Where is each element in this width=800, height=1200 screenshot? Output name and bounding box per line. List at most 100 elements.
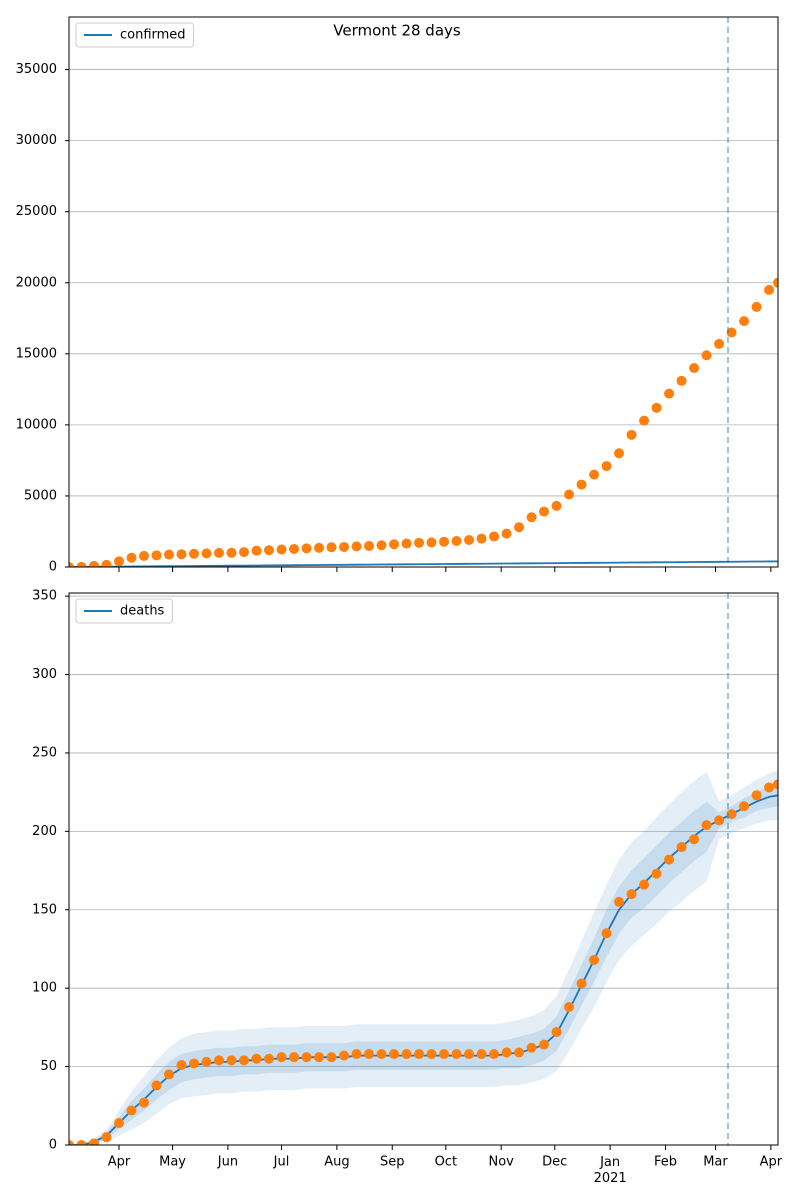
observed-point — [464, 1049, 475, 1060]
observed-point — [601, 928, 612, 939]
observed-point — [89, 1138, 100, 1145]
y-tick-label: 10000 — [16, 417, 57, 432]
observed-point — [589, 469, 600, 480]
legend-box — [75, 598, 173, 624]
observed-point — [764, 284, 775, 295]
observed-point — [126, 552, 137, 563]
observed-point — [176, 1060, 187, 1071]
observed-point — [376, 540, 387, 551]
observed-point — [439, 536, 450, 547]
y-tick-label: 5000 — [24, 488, 57, 503]
observed-point — [76, 1140, 87, 1145]
observed-point — [739, 316, 750, 327]
observed-point — [639, 415, 650, 426]
plot-area — [69, 277, 778, 567]
observed-point — [76, 561, 87, 567]
observed-point — [189, 1058, 200, 1069]
observed-point — [689, 834, 700, 845]
axes-frame — [68, 16, 779, 568]
observed-point — [301, 1052, 312, 1063]
observed-point — [664, 854, 675, 865]
observed-point — [551, 1027, 562, 1038]
x-tick-label: Feb — [654, 1155, 677, 1170]
observed-point — [564, 1002, 575, 1012]
observed-point — [101, 1132, 112, 1143]
observed-point — [651, 402, 662, 413]
observed-point — [401, 538, 412, 549]
observed-point — [614, 448, 625, 459]
observed-point — [201, 548, 212, 559]
observed-point — [676, 842, 687, 853]
y-tick-label: 50 — [40, 1059, 57, 1074]
observed-point — [739, 801, 750, 812]
observed-point — [69, 562, 74, 567]
observed-point — [726, 809, 737, 820]
observed-point — [576, 978, 587, 989]
observed-point — [464, 534, 475, 545]
observed-point — [639, 879, 650, 890]
y-tick-label: 15000 — [16, 346, 57, 361]
observed-point — [314, 1052, 325, 1063]
chart-title: Vermont 28 days — [333, 22, 461, 40]
y-tick-label: 25000 — [16, 204, 57, 219]
observed-point — [101, 559, 112, 567]
observed-point — [676, 375, 687, 386]
observed-point — [326, 542, 337, 553]
observed-point — [614, 896, 625, 907]
observed-point — [301, 543, 312, 554]
observed-point — [564, 489, 575, 500]
observed-point — [151, 550, 162, 561]
legend-label: confirmed — [120, 28, 186, 43]
y-tick-label: 150 — [32, 902, 57, 917]
legend-box — [75, 22, 195, 48]
observed-point — [526, 512, 537, 523]
observed-point — [501, 528, 512, 539]
observed-point — [401, 1049, 412, 1060]
observed-point — [389, 539, 400, 550]
observed-point — [114, 1118, 125, 1129]
observed-point — [201, 1056, 212, 1067]
observed-point — [576, 479, 587, 490]
observed-point — [476, 533, 487, 544]
observed-point — [389, 1049, 400, 1060]
uncertainty-band — [69, 770, 778, 1145]
observed-point — [376, 1049, 387, 1060]
observed-point — [414, 537, 425, 548]
x-tick-label: Apr — [760, 1155, 783, 1170]
observed-point — [289, 1052, 300, 1063]
observed-point — [539, 506, 550, 517]
x-tick-label: Jul — [273, 1155, 290, 1170]
observed-point — [501, 1047, 512, 1058]
observed-point — [251, 1053, 262, 1064]
observed-point — [276, 1052, 287, 1063]
observed-point — [539, 1039, 550, 1050]
x-tick-label: Sep — [380, 1155, 405, 1170]
observed-point — [89, 560, 100, 567]
observed-point — [226, 547, 237, 558]
x-tick-label: Apr — [108, 1155, 131, 1170]
observed-point — [773, 779, 778, 790]
y-tick-label: 0 — [49, 1138, 57, 1153]
observed-point — [773, 277, 778, 288]
x-tick-label: May — [159, 1155, 186, 1170]
y-tick-label: 100 — [32, 981, 57, 996]
observed-point — [764, 782, 775, 793]
observed-point — [551, 500, 562, 511]
x-tick-label: Jun — [217, 1155, 238, 1170]
observed-point — [239, 1055, 250, 1066]
observed-point — [339, 1050, 350, 1061]
observed-point — [689, 363, 700, 374]
y-tick-label: 300 — [32, 667, 57, 682]
observed-point — [176, 549, 187, 560]
observed-point — [114, 556, 125, 567]
observed-point — [751, 790, 762, 801]
x-tick-label: Mar — [703, 1155, 728, 1170]
observed-point — [451, 535, 462, 546]
observed-point — [351, 1049, 362, 1060]
observed-point — [164, 549, 175, 560]
y-tick-label: 200 — [32, 824, 57, 839]
legend-label: deaths — [120, 604, 165, 619]
observed-point — [214, 1055, 225, 1066]
observed-point — [264, 1053, 275, 1064]
